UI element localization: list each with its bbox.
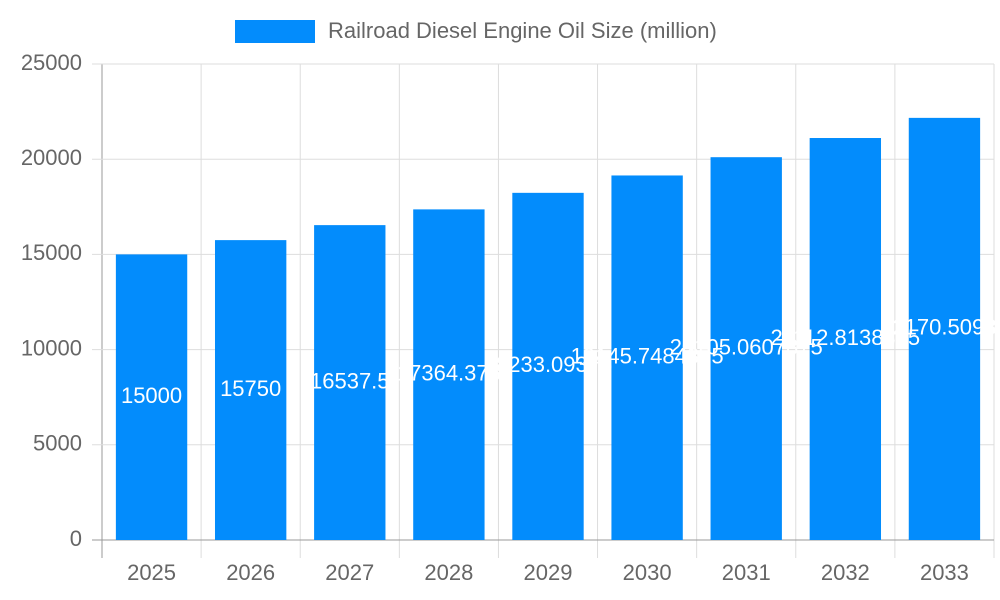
bar bbox=[611, 175, 683, 540]
legend-swatch bbox=[235, 20, 315, 43]
bar bbox=[115, 254, 188, 540]
data-label: 15000 bbox=[121, 383, 182, 408]
y-tick-label: 20000 bbox=[21, 145, 82, 170]
y-tick-label: 15000 bbox=[21, 240, 82, 265]
data-label: 20105.0607875 bbox=[670, 334, 823, 359]
data-label: 18233.09375 bbox=[484, 352, 612, 377]
x-tick-label: 2025 bbox=[127, 560, 176, 585]
data-label: 17364.375 bbox=[397, 361, 501, 386]
data-label: 22170.50935 bbox=[880, 315, 1000, 340]
x-tick-label: 2028 bbox=[424, 560, 473, 585]
bar bbox=[413, 209, 485, 540]
bar bbox=[214, 240, 287, 540]
data-label: 15750 bbox=[220, 376, 281, 401]
bar bbox=[809, 138, 882, 540]
x-tick-label: 2031 bbox=[722, 560, 771, 585]
bar bbox=[908, 117, 981, 540]
x-tick-label: 2032 bbox=[821, 560, 870, 585]
x-tick-label: 2029 bbox=[524, 560, 573, 585]
y-tick-label: 10000 bbox=[21, 335, 82, 360]
data-label: 16537.5 bbox=[310, 368, 390, 393]
bar bbox=[314, 225, 386, 540]
bar bbox=[710, 157, 782, 540]
bar bbox=[512, 192, 584, 540]
y-tick-label: 5000 bbox=[33, 431, 82, 456]
x-tick-label: 2027 bbox=[325, 560, 374, 585]
x-tick-label: 2033 bbox=[920, 560, 969, 585]
legend-label: Railroad Diesel Engine Oil Size (million… bbox=[328, 18, 717, 43]
y-tick-label: 0 bbox=[70, 526, 82, 551]
y-tick-label: 25000 bbox=[21, 50, 82, 75]
data-label: 21112.8138375 bbox=[770, 325, 920, 350]
data-label: 19145.7484375 bbox=[571, 344, 724, 369]
x-tick-label: 2030 bbox=[623, 560, 672, 585]
x-tick-label: 2026 bbox=[226, 560, 275, 585]
